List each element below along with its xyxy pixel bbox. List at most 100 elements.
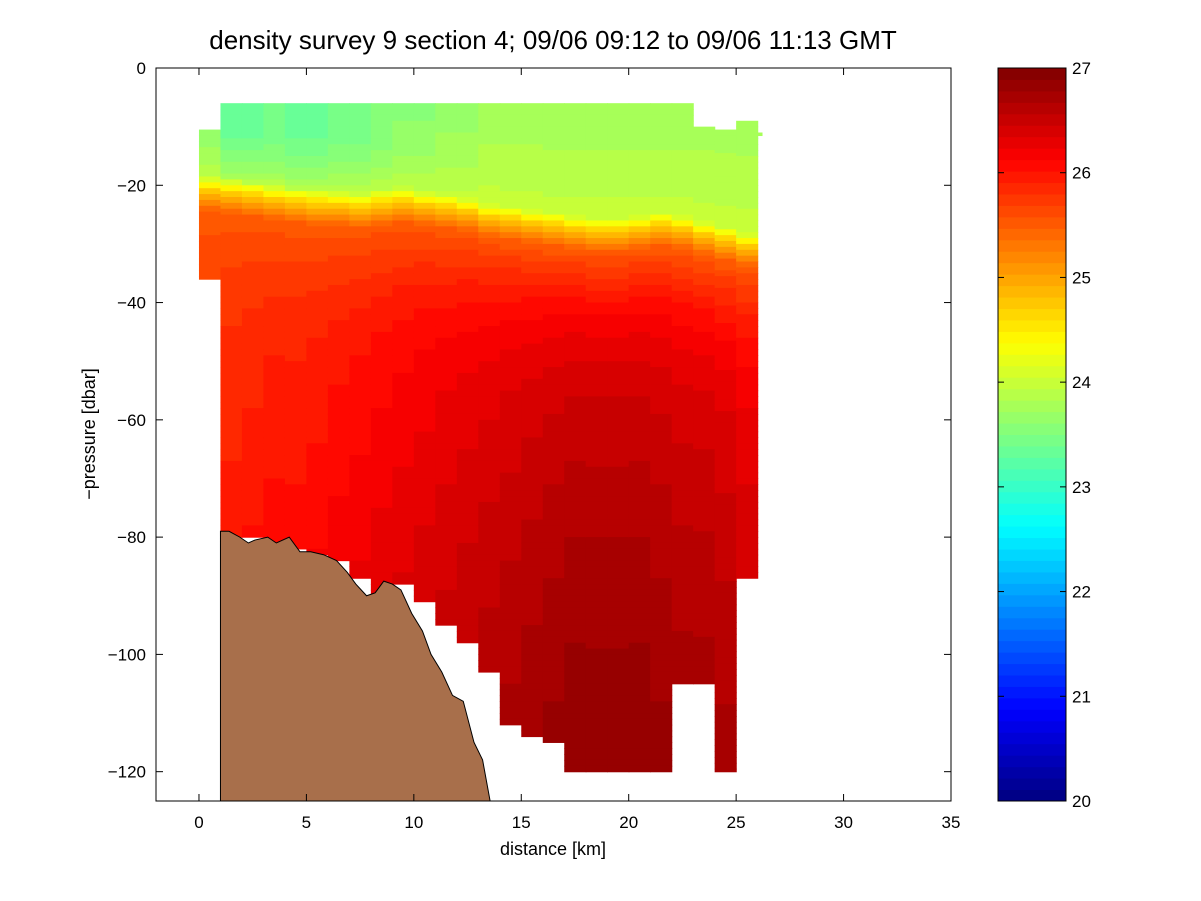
density-cell — [285, 520, 307, 526]
density-cell — [693, 490, 715, 496]
density-cell — [564, 443, 586, 449]
density-cell — [736, 426, 758, 432]
density-cell — [478, 555, 500, 561]
density-cell — [672, 349, 694, 355]
x-axis-label: distance [km] — [500, 839, 606, 859]
density-cell — [285, 508, 307, 514]
density-cell — [457, 619, 479, 625]
density-cell — [607, 643, 629, 649]
density-cell — [672, 566, 694, 572]
density-cell — [414, 443, 436, 449]
density-cell — [263, 473, 285, 479]
density-cell — [500, 127, 522, 133]
density-cell — [650, 314, 672, 320]
density-cell — [521, 385, 543, 391]
density-cell — [672, 138, 694, 144]
density-cell — [457, 408, 479, 414]
density-cell — [392, 396, 414, 402]
density-cell — [607, 555, 629, 561]
density-cell — [414, 449, 436, 455]
density-cell — [736, 572, 758, 578]
density-cell — [199, 241, 221, 247]
density-cell — [220, 168, 242, 174]
density-cell — [285, 162, 307, 168]
density-cell — [392, 437, 414, 443]
density-cell — [220, 484, 242, 490]
density-cell — [715, 317, 737, 323]
density-cell — [371, 349, 393, 355]
colorbar-segment — [998, 205, 1066, 217]
density-cell — [607, 713, 629, 719]
density-cell — [693, 179, 715, 185]
density-cell — [715, 646, 737, 652]
density-cell — [672, 537, 694, 543]
density-cell — [586, 537, 608, 543]
density-cell — [650, 262, 672, 268]
density-cell — [586, 754, 608, 760]
density-cell — [715, 470, 737, 476]
density-cell — [736, 520, 758, 526]
density-cell — [500, 226, 522, 232]
density-cell — [285, 461, 307, 467]
density-cell — [521, 256, 543, 262]
density-cell — [500, 244, 522, 250]
density-cell — [414, 520, 436, 526]
density-cell — [349, 232, 371, 238]
density-cell — [435, 150, 457, 156]
density-cell — [199, 276, 221, 280]
density-cell — [629, 185, 651, 191]
density-cell — [285, 385, 307, 391]
density-cell — [543, 279, 565, 285]
density-cell — [478, 156, 500, 162]
density-cell — [220, 396, 242, 402]
density-cell — [371, 502, 393, 508]
density-cell — [220, 273, 242, 279]
density-cell — [607, 168, 629, 174]
density-cell — [543, 701, 565, 707]
y-axis-label: −pressure [dbar] — [79, 368, 99, 500]
density-cell — [693, 250, 715, 256]
density-cell — [478, 297, 500, 303]
density-cell — [478, 572, 500, 578]
density-cell — [715, 294, 737, 300]
density-cell — [586, 432, 608, 438]
density-cell — [564, 373, 586, 379]
density-cell — [392, 349, 414, 355]
density-cell — [586, 649, 608, 655]
density-cell — [650, 256, 672, 262]
density-cell — [715, 288, 737, 294]
density-column — [263, 103, 285, 543]
density-cell — [521, 226, 543, 232]
density-cell — [435, 256, 457, 262]
density-cell — [371, 121, 393, 127]
density-cell — [457, 332, 479, 338]
density-cell — [435, 549, 457, 555]
density-cell — [521, 197, 543, 203]
density-cell — [328, 344, 350, 350]
density-cell — [457, 531, 479, 537]
density-cell — [349, 361, 371, 367]
density-cell — [650, 496, 672, 502]
density-cell — [349, 209, 371, 215]
density-cell — [349, 115, 371, 121]
density-cell — [586, 514, 608, 520]
density-cell — [435, 396, 457, 402]
density-cell — [263, 514, 285, 520]
density-cell — [242, 232, 264, 238]
density-cell — [263, 420, 285, 426]
density-cell — [500, 209, 522, 215]
density-cell — [371, 408, 393, 414]
density-cell — [435, 203, 457, 209]
density-cell — [478, 174, 500, 180]
density-cell — [736, 215, 758, 221]
density-cell — [263, 203, 285, 209]
density-cell — [629, 437, 651, 443]
density-cell — [564, 320, 586, 326]
density-cell — [500, 256, 522, 262]
density-cell — [328, 115, 350, 121]
density-cell — [672, 678, 694, 684]
density-cell — [521, 590, 543, 596]
density-cell — [199, 188, 221, 194]
density-cell — [500, 690, 522, 696]
density-cell — [263, 326, 285, 332]
